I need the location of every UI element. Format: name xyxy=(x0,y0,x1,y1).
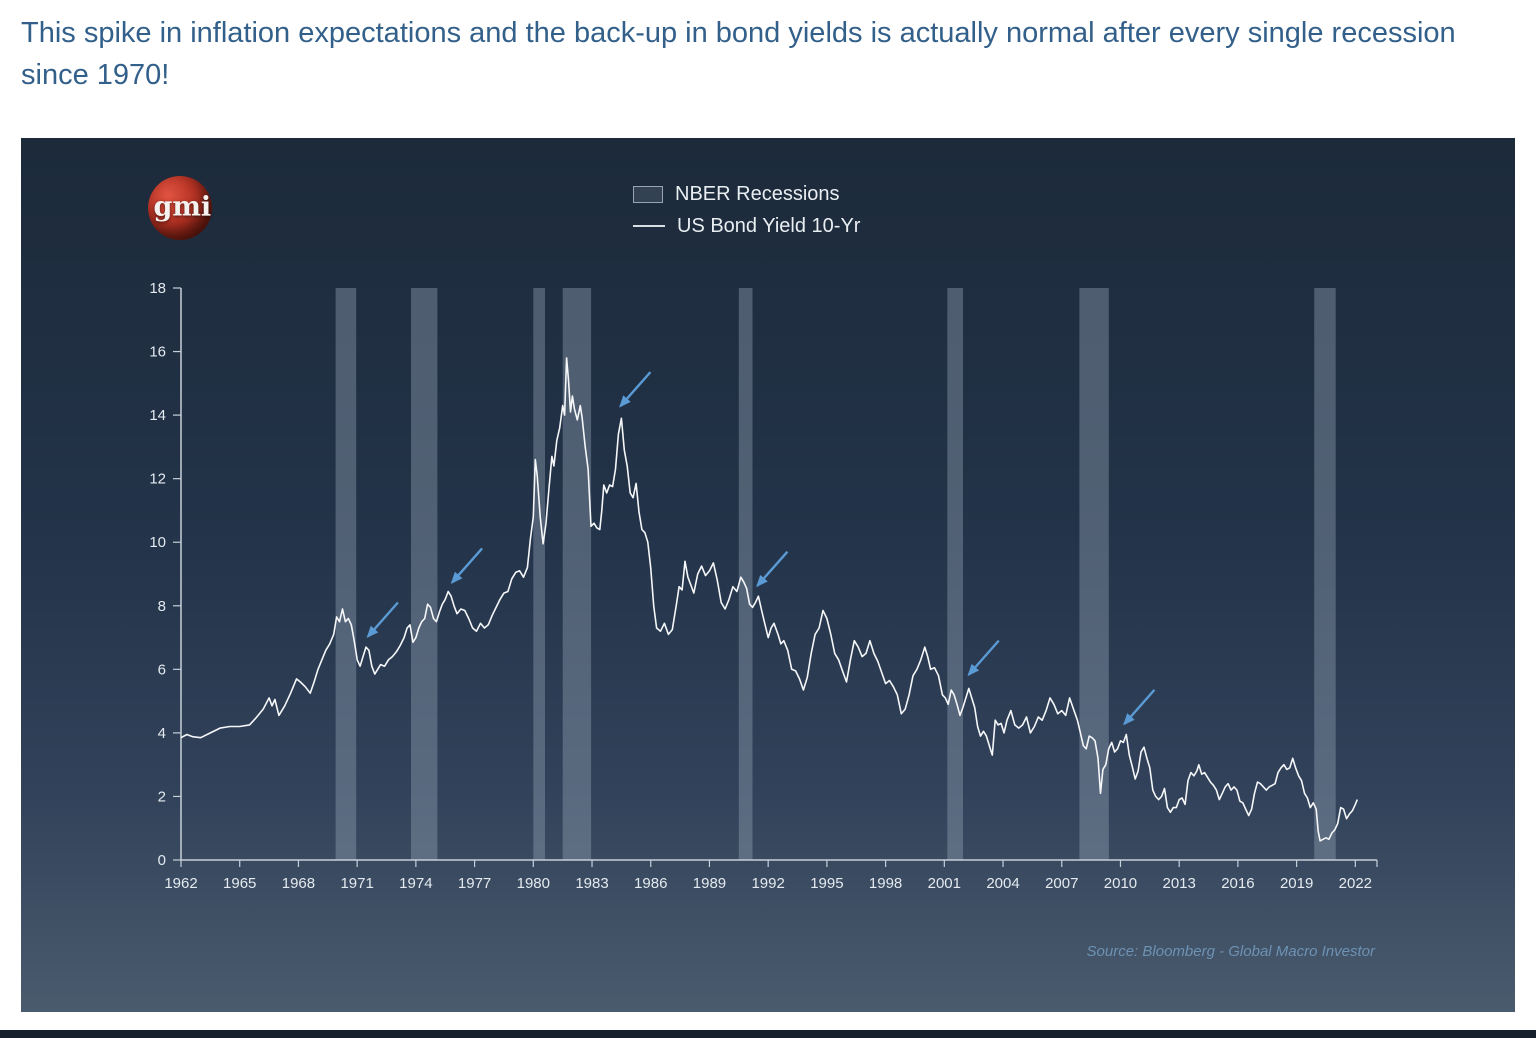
svg-text:2016: 2016 xyxy=(1221,875,1254,892)
svg-text:1989: 1989 xyxy=(693,875,726,892)
legend-label-recessions: NBER Recessions xyxy=(675,182,840,205)
svg-text:2022: 2022 xyxy=(1339,875,1372,892)
svg-text:1992: 1992 xyxy=(751,875,784,892)
legend-item-recessions: NBER Recessions xyxy=(633,178,860,210)
gmi-logo: gmi xyxy=(148,176,212,240)
page-heading: This spike in inflation expectations and… xyxy=(21,17,1456,92)
source-text: Source: Bloomberg - Global Macro Investo… xyxy=(1086,943,1375,960)
svg-text:2001: 2001 xyxy=(928,875,961,892)
chart-legend: NBER Recessions US Bond Yield 10-Yr xyxy=(633,178,860,242)
svg-text:1977: 1977 xyxy=(458,875,491,892)
svg-text:16: 16 xyxy=(149,344,166,361)
svg-text:1974: 1974 xyxy=(399,875,432,892)
svg-text:2007: 2007 xyxy=(1045,875,1078,892)
svg-text:6: 6 xyxy=(158,661,166,678)
yield-line-swatch xyxy=(633,225,665,227)
svg-text:1995: 1995 xyxy=(810,875,843,892)
recession-band-swatch xyxy=(633,185,663,203)
legend-label-yield: US Bond Yield 10-Yr xyxy=(677,214,861,237)
gmi-logo-text: gmi xyxy=(153,191,212,223)
svg-text:8: 8 xyxy=(158,598,166,615)
svg-text:1986: 1986 xyxy=(634,875,667,892)
svg-text:18: 18 xyxy=(149,280,166,297)
svg-text:0: 0 xyxy=(158,852,166,869)
legend-item-yield: US Bond Yield 10-Yr xyxy=(633,210,860,242)
svg-text:1971: 1971 xyxy=(340,875,373,892)
svg-text:1965: 1965 xyxy=(223,875,256,892)
svg-text:2: 2 xyxy=(158,788,166,805)
svg-text:4: 4 xyxy=(158,725,166,742)
annotation-arrows xyxy=(366,371,1156,726)
svg-text:1983: 1983 xyxy=(575,875,608,892)
svg-text:10: 10 xyxy=(149,534,166,551)
svg-text:12: 12 xyxy=(149,471,166,488)
svg-text:2019: 2019 xyxy=(1280,875,1313,892)
svg-text:2013: 2013 xyxy=(1163,875,1196,892)
bond-yield-chart: 0 2 4 6 8 10 12 14 16 18 1962 1965 1968 1971 1974 1977 1… xyxy=(149,280,1378,892)
yield-line xyxy=(180,357,1359,842)
svg-text:2004: 2004 xyxy=(986,875,1019,892)
axes: 0 2 4 6 8 10 12 14 16 18 1962 1965 1968 1971 1974 1977 1… xyxy=(149,280,1378,892)
recession-bands xyxy=(335,288,1336,860)
svg-text:14: 14 xyxy=(149,407,166,424)
svg-text:1998: 1998 xyxy=(869,875,902,892)
svg-text:1968: 1968 xyxy=(282,875,315,892)
chart-panel: gmi NBER Recessions US Bond Yield 10-Yr … xyxy=(21,138,1515,1012)
bottom-strip xyxy=(0,1030,1536,1038)
svg-text:2010: 2010 xyxy=(1104,875,1137,892)
svg-text:1980: 1980 xyxy=(517,875,550,892)
svg-text:1962: 1962 xyxy=(164,875,197,892)
